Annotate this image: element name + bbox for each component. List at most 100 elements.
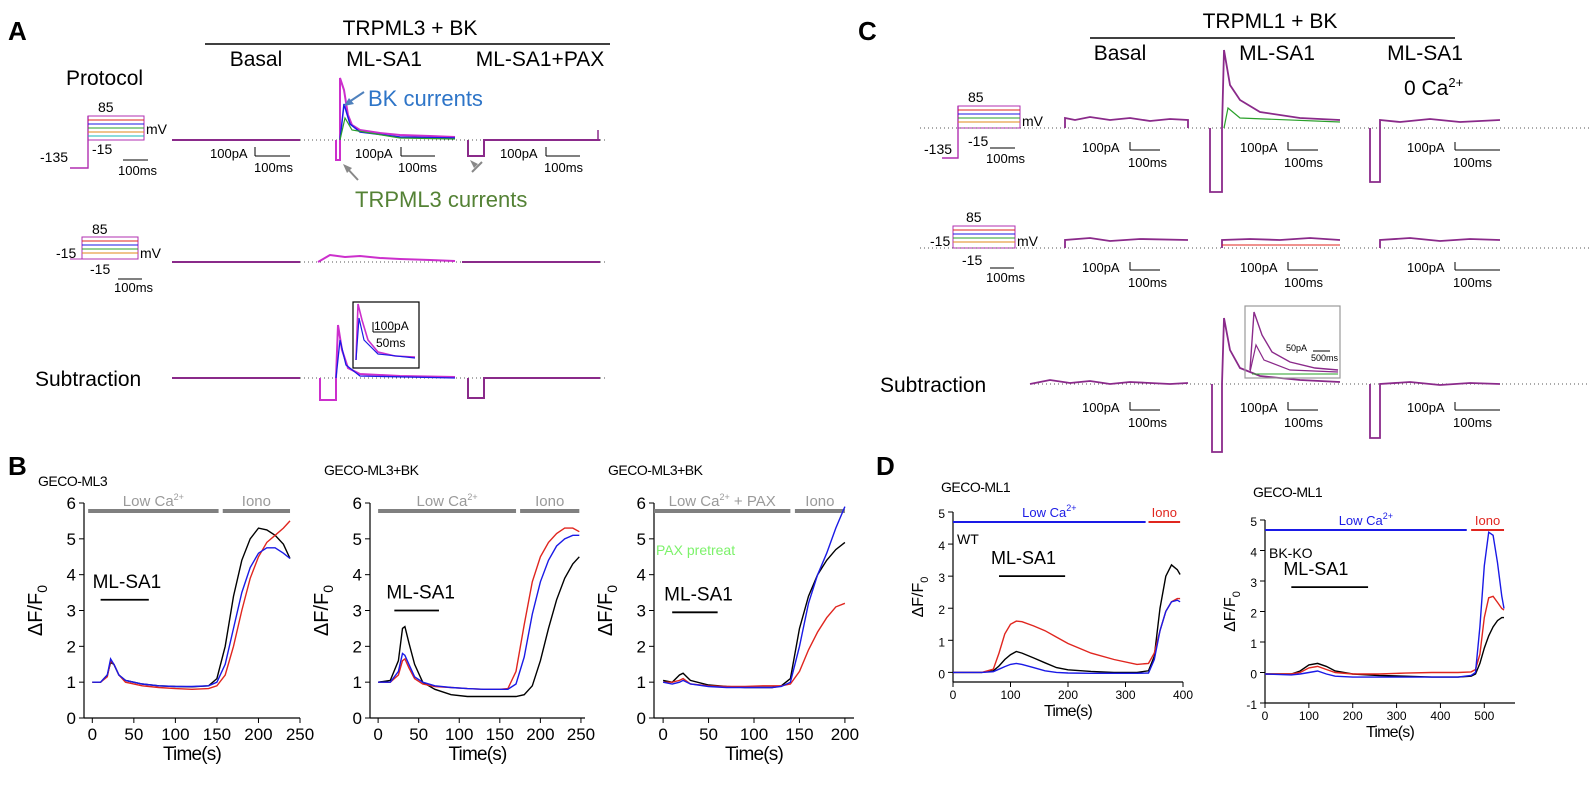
x-tick-label: 100 [1000, 688, 1020, 702]
a-inset-time: 50ms [376, 336, 405, 350]
panel-label-c: C [858, 16, 877, 46]
y-tick-label: 3 [637, 602, 646, 621]
y-axis-label-base: ΔF/F [595, 593, 617, 636]
stimulus-label: ML-SA1 [386, 583, 455, 604]
series-line-3 [662, 506, 846, 689]
proto1-time: 100ms [118, 163, 158, 178]
proto2-time: 100ms [114, 280, 154, 295]
chart-title: GECO-ML1 [1253, 484, 1323, 500]
x-tick-label: 200 [1058, 688, 1078, 702]
series-line-3 [953, 599, 1181, 674]
series-line-2 [378, 527, 580, 690]
panel-a-traces-row1 [172, 77, 605, 161]
chart-title: GECO-ML1 [941, 479, 1011, 495]
condition-bar-label: Low Ca2+ [417, 492, 478, 510]
proto2-unit: mV [140, 245, 162, 261]
x-tick-label: 0 [658, 725, 667, 744]
condition-bar-label-text: Low Ca [669, 493, 721, 510]
panel-a-subtraction-label: Subtraction [35, 368, 141, 391]
panel-c-traces-subtraction: 50pA 500ms [1029, 305, 1590, 453]
condition-bar-label: Low Ca2+ [1022, 503, 1076, 520]
y-tick-label: 1 [353, 673, 362, 692]
panel-c-scale-bars-subtraction: 100pA 100ms 100pA 100ms 100pA 100ms [1082, 400, 1500, 430]
chart-5: GECO-ML1 BK-KO -1 0 1 2 3 4 5 0 100 200 300 400 500 Tim… [1222, 484, 1515, 741]
x-tick-label: 100 [740, 725, 768, 744]
y-tick-label: 4 [1250, 546, 1257, 560]
panel-c-condition-mlsa1: ML-SA1 [1239, 42, 1315, 65]
stimulus-label: ML-SA1 [991, 548, 1056, 568]
condition-bar-label: Iono [535, 493, 564, 510]
condition-bar-label-text: Iono [1152, 505, 1177, 520]
panel-a-condition-mlsa1: ML-SA1 [346, 48, 422, 71]
c-r3-s2-time: 100ms [1284, 415, 1324, 430]
x-tick-label: 0 [373, 725, 382, 744]
c-r3-s3-time: 100ms [1453, 415, 1493, 430]
x-tick-label: 0 [88, 725, 97, 744]
panel-a-scale-bars-row1: 100pA 100ms 100pA 100ms 100pA 100ms [210, 146, 584, 175]
c-proto1-time: 100ms [986, 151, 1026, 166]
bk-currents-annotation: BK currents [368, 86, 483, 111]
trpml3-currents-annotation: TRPML3 currents [355, 187, 527, 212]
condition-bar-label-sup: 2+ [467, 492, 477, 502]
panel-c-traces-row2 [920, 237, 1590, 249]
panel-a-header: TRPML3 + BK [343, 17, 478, 40]
proto2-hold: -15 [56, 245, 76, 261]
condition-bar-label: Low Ca2+ [123, 492, 184, 510]
c-proto1-top: 85 [968, 89, 984, 105]
series-line-1 [377, 556, 580, 698]
c-r1-s1-current: 100pA [1082, 140, 1120, 155]
y-tick-label: 1 [637, 673, 646, 692]
y-axis-label-sub: 0 [1231, 591, 1243, 597]
chart-title: GECO-ML3 [38, 473, 108, 489]
stimulus-label: ML-SA1 [93, 572, 162, 593]
x-axis-label: Time(s) [163, 744, 222, 765]
y-axis-label-sub: 0 [320, 585, 336, 593]
panel-label-a: A [8, 16, 27, 46]
y-tick-label: 5 [1250, 515, 1257, 529]
proto2-bottom: -15 [90, 261, 110, 277]
x-tick-label: 300 [1387, 709, 1407, 723]
x-tick-label: 0 [950, 688, 957, 702]
chart-3: GECO-ML3+BK 0 1 2 3 4 5 6 0 50 100 150 200 Time(s) ΔF/… [595, 462, 859, 765]
c-r2-s1-time: 100ms [1128, 275, 1168, 290]
c-r2-s2-time: 100ms [1284, 275, 1324, 290]
series-line-2 [92, 520, 291, 691]
c-proto2-unit: mV [1017, 233, 1039, 249]
panel-c-scale-bars-row2: 100pA 100ms 100pA 100ms 100pA 100ms [1082, 260, 1500, 290]
panel-a-condition-mlsa1-pax: ML-SA1+PAX [476, 48, 605, 71]
series-line-1 [953, 563, 1181, 674]
x-tick-label: 200 [244, 725, 272, 744]
condition-bar-label: Low Ca2+ [1339, 511, 1393, 528]
y-axis-label-sub: 0 [34, 585, 50, 593]
c-r3-s1-time: 100ms [1128, 415, 1168, 430]
c-inset-time: 500ms [1311, 353, 1339, 363]
x-tick-label: 150 [486, 725, 514, 744]
y-tick-label: 5 [637, 530, 646, 549]
y-tick-label: 6 [637, 494, 646, 513]
proto1-hold: -135 [40, 149, 68, 165]
proto1-unit: mV [146, 121, 168, 137]
chart-title: GECO-ML3+BK [608, 462, 704, 478]
proto2-top: 85 [92, 221, 108, 237]
a-r1-s3-time: 100ms [544, 160, 584, 175]
condition-bar-label-sup: 2+ [1383, 511, 1393, 521]
y-tick-label: 5 [67, 530, 76, 549]
y-tick-label: 2 [353, 637, 362, 656]
condition-bar-label-text: Iono [1475, 513, 1500, 528]
condition-bar-label-text: Low Ca [1339, 513, 1384, 528]
series-line-2 [663, 602, 846, 688]
x-tick-label: 50 [124, 725, 143, 744]
panel-label-d: D [876, 451, 895, 481]
x-tick-label: 50 [409, 725, 428, 744]
a-r1-s2-current: 100pA [355, 146, 393, 161]
condition-bar-label: Iono [1475, 513, 1500, 528]
y-axis-label-base: ΔF/F [25, 593, 47, 636]
y-tick-label: 4 [938, 539, 945, 553]
a-r1-s1-current: 100pA [210, 146, 248, 161]
y-axis-label-base: ΔF/F [311, 593, 333, 636]
y-tick-label: 0 [1250, 668, 1257, 682]
chart-subtitle: WT [957, 531, 979, 547]
c-r3-s1-current: 100pA [1082, 400, 1120, 415]
a-r1-s2-time: 100ms [398, 160, 438, 175]
y-tick-label: 0 [353, 709, 362, 728]
